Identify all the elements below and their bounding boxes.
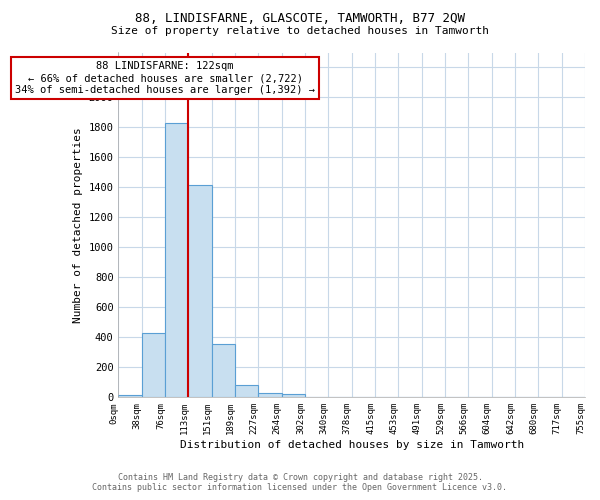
Y-axis label: Number of detached properties: Number of detached properties bbox=[73, 127, 83, 323]
Text: Contains HM Land Registry data © Crown copyright and database right 2025.
Contai: Contains HM Land Registry data © Crown c… bbox=[92, 473, 508, 492]
Text: 88 LINDISFARNE: 122sqm
← 66% of detached houses are smaller (2,722)
34% of semi-: 88 LINDISFARNE: 122sqm ← 66% of detached… bbox=[15, 62, 315, 94]
Bar bbox=[118, 395, 142, 398]
Text: Size of property relative to detached houses in Tamworth: Size of property relative to detached ho… bbox=[111, 26, 489, 36]
Bar bbox=[212, 344, 235, 398]
Bar bbox=[259, 392, 282, 398]
Bar bbox=[188, 185, 212, 398]
Text: 88, LINDISFARNE, GLASCOTE, TAMWORTH, B77 2QW: 88, LINDISFARNE, GLASCOTE, TAMWORTH, B77… bbox=[135, 12, 465, 26]
Bar bbox=[142, 333, 165, 398]
Bar bbox=[165, 123, 188, 398]
X-axis label: Distribution of detached houses by size in Tamworth: Distribution of detached houses by size … bbox=[179, 440, 524, 450]
Bar bbox=[235, 386, 259, 398]
Bar bbox=[282, 394, 305, 398]
